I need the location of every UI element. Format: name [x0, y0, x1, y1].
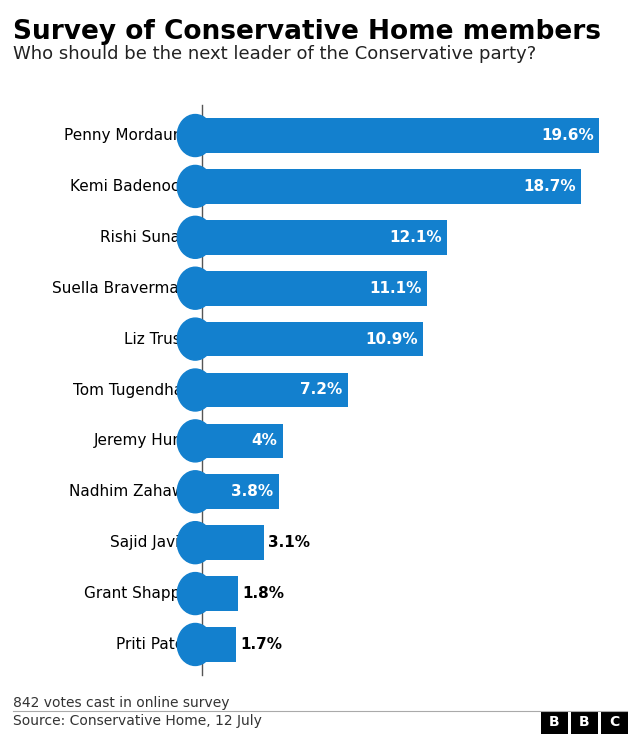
Text: 10.9%: 10.9% [365, 332, 417, 346]
Text: 1.8%: 1.8% [242, 586, 284, 601]
Text: Grant Shapps: Grant Shapps [84, 586, 189, 601]
Bar [202, 525, 264, 560]
Text: Priti Patel: Priti Patel [116, 637, 189, 652]
Text: Rishi Sunak: Rishi Sunak [100, 230, 189, 244]
Bar [202, 271, 426, 305]
Text: 7.2%: 7.2% [300, 382, 342, 398]
Text: 18.7%: 18.7% [523, 179, 575, 194]
Bar [202, 576, 238, 610]
Text: 842 votes cast in online survey: 842 votes cast in online survey [13, 696, 229, 710]
Text: 12.1%: 12.1% [389, 230, 442, 244]
Text: Survey of Conservative Home members: Survey of Conservative Home members [13, 19, 601, 45]
Bar [202, 424, 283, 458]
Bar [202, 627, 236, 662]
Text: Jeremy Hunt: Jeremy Hunt [94, 433, 189, 448]
Text: Penny Mordaunt: Penny Mordaunt [65, 128, 189, 143]
Bar [202, 118, 599, 153]
Text: Suella Braverman: Suella Braverman [52, 280, 189, 296]
Text: 19.6%: 19.6% [541, 128, 594, 143]
Text: 3.1%: 3.1% [269, 536, 310, 550]
Text: Sajid Javid: Sajid Javid [109, 536, 189, 550]
Text: Nadhim Zahawi: Nadhim Zahawi [69, 484, 189, 500]
Bar [202, 170, 580, 204]
Bar [202, 322, 422, 356]
Text: 4%: 4% [252, 433, 278, 448]
Bar [202, 220, 447, 255]
Text: 3.8%: 3.8% [232, 484, 273, 500]
Text: 1.7%: 1.7% [240, 637, 282, 652]
Text: Tom Tugendhat: Tom Tugendhat [73, 382, 189, 398]
Bar [202, 373, 348, 407]
Text: B: B [579, 716, 589, 729]
Bar [202, 475, 278, 509]
Text: B: B [549, 716, 559, 729]
Text: Who should be the next leader of the Conservative party?: Who should be the next leader of the Con… [13, 45, 536, 63]
Text: C: C [609, 716, 620, 729]
Text: Kemi Badenoch: Kemi Badenoch [70, 179, 189, 194]
Text: Source: Conservative Home, 12 July: Source: Conservative Home, 12 July [13, 714, 262, 728]
Text: 11.1%: 11.1% [369, 280, 422, 296]
Text: Liz Truss: Liz Truss [124, 332, 189, 346]
